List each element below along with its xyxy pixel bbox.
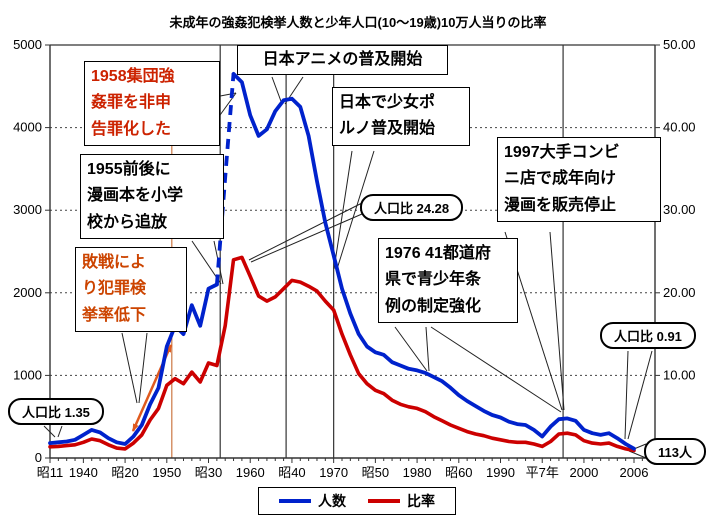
left-axis-label: 5000 xyxy=(13,37,42,52)
annotation-1958-law: 1958集団強 姦罪を非申 告罪化した xyxy=(84,61,220,147)
x-axis-label: 1990 xyxy=(486,465,515,480)
annotation-anime-spread: 日本アニメの普及開始 xyxy=(237,45,448,76)
annotation-postwar-arrest-drop: 敗戦によ り犯罪検 挙率低下 xyxy=(75,247,187,333)
x-axis-label: 1950 xyxy=(152,465,181,480)
x-axis-label: 昭40 xyxy=(278,465,305,480)
right-axis-label: 50.00 xyxy=(663,37,696,52)
chart-title: 未成年の強姦犯検挙人数と少年人口(10〜19歳)10万人当りの比率 xyxy=(169,15,547,30)
ratio-line xyxy=(48,255,636,453)
x-axis-label: 2000 xyxy=(569,465,598,480)
counts-line-solid-early xyxy=(48,282,219,446)
x-axis-label: 昭20 xyxy=(111,465,138,480)
legend-item-ratio: 比率 xyxy=(368,491,435,511)
legend-item-counts: 人数 xyxy=(279,491,346,511)
legend-line-ratio-swatch xyxy=(368,499,400,503)
left-axis-label: 1000 xyxy=(13,367,42,382)
x-axis-label: 1960 xyxy=(236,465,265,480)
callout-ratio-start-1-35: 人口比 1.35 xyxy=(8,398,104,425)
x-axis-label: 昭60 xyxy=(445,465,472,480)
x-axis-label: 昭30 xyxy=(195,465,222,480)
x-axis-label: 昭50 xyxy=(362,465,389,480)
legend-label-ratio: 比率 xyxy=(407,493,435,509)
left-axis-label: 2000 xyxy=(13,285,42,300)
counts-line-solid-late xyxy=(231,72,636,451)
axes: 0100020003000400050000.0010.0020.0030.00… xyxy=(13,37,695,480)
right-axis-label: 30.00 xyxy=(663,202,696,217)
right-axis-label: 20.00 xyxy=(663,285,696,300)
left-axis-label: 4000 xyxy=(13,120,42,135)
callout-ratio-peak-24-28: 人口比 24.28 xyxy=(360,194,464,221)
legend: 人数 比率 xyxy=(258,487,456,515)
annotation-1976-ordinances: 1976 41都道府 県で青少年条 例の制定強化 xyxy=(378,238,518,324)
legend-line-counts-swatch xyxy=(279,499,311,503)
x-axis-label: 平7年 xyxy=(526,465,559,480)
legend-label-counts: 人数 xyxy=(318,493,346,509)
callout-ratio-end-0-91: 人口比 0.91 xyxy=(600,322,696,349)
left-axis-label: 0 xyxy=(35,450,42,465)
right-axis-label: 40.00 xyxy=(663,120,696,135)
annotation-1955-manga-ban: 1955前後に 漫画本を小学 校から追放 xyxy=(80,154,224,240)
callout-count-end-113: 113人 xyxy=(644,438,706,465)
left-axis-label: 3000 xyxy=(13,202,42,217)
x-axis-label: 1970 xyxy=(319,465,348,480)
x-axis-label: 2006 xyxy=(620,465,649,480)
counts-line-dashed-estimate xyxy=(215,73,236,285)
annotation-girl-porn-spread: 日本で少女ポ ルノ普及開始 xyxy=(332,87,470,146)
x-axis-label: 1940 xyxy=(69,465,98,480)
series-counts-line xyxy=(48,72,636,451)
x-axis-label: 昭11 xyxy=(37,465,64,480)
annotation-1997-convenience-stores: 1997大手コンビ ニ店で成年向け 漫画を販売停止 xyxy=(497,137,661,223)
right-axis-label: 10.00 xyxy=(663,367,696,382)
x-axis-label: 1980 xyxy=(403,465,432,480)
series-ratio-line xyxy=(48,255,636,453)
